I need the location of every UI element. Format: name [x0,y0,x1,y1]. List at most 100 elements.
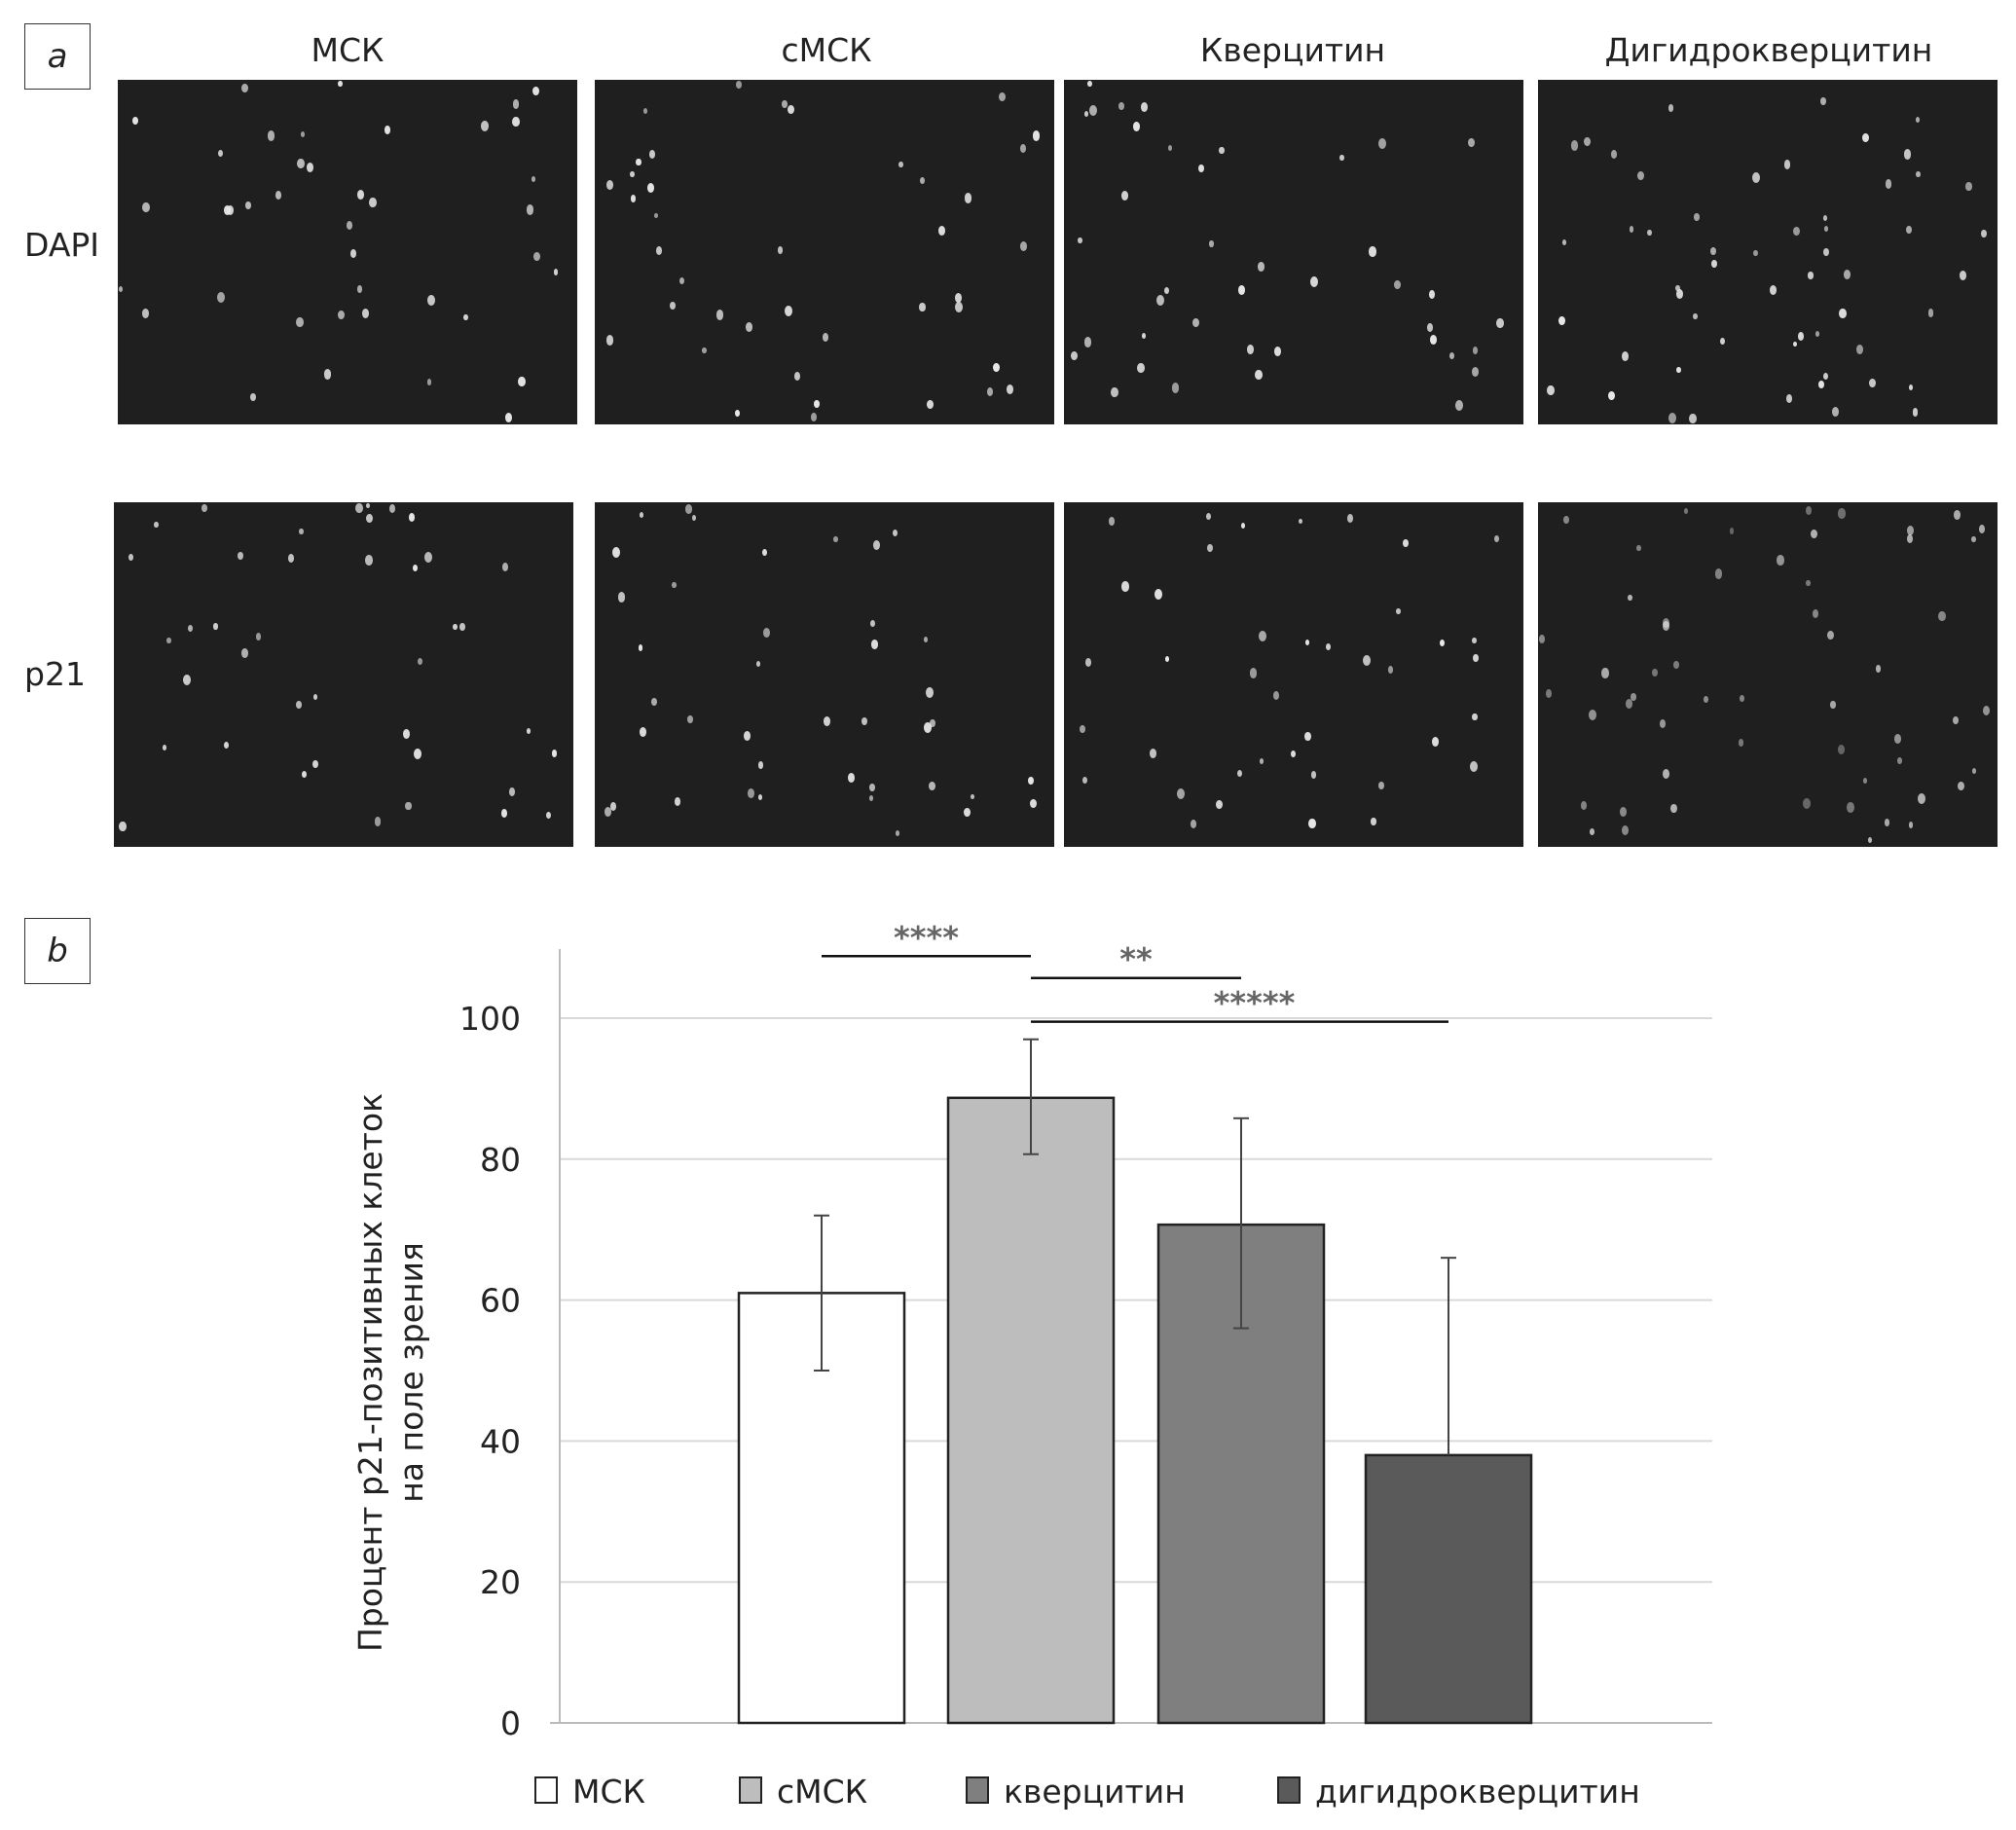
cell-nucleus [255,632,262,640]
cell-nucleus [687,715,693,723]
cell-nucleus [924,637,929,642]
cell-nucleus [928,782,935,791]
cell-nucleus [964,807,971,818]
cell-nucleus [638,644,642,651]
cell-nucleus [1558,315,1565,326]
cell-nucleus [1362,655,1371,667]
cell-nucleus [1839,308,1847,319]
cell-nucleus [405,801,412,811]
legend-label-0: МСК [572,1773,645,1811]
cell-nucleus [1238,285,1246,295]
cell-nucleus [182,675,191,686]
cell-nucleus [1885,819,1890,826]
cell-nucleus [1111,387,1118,398]
cell-nucleus [1822,372,1829,381]
cell-nucleus [553,269,559,276]
cell-nucleus [782,100,788,108]
micrograph-p21-quercetin [1064,502,1523,847]
legend-label-3: дигидрокверцитин [1315,1773,1640,1811]
cell-nucleus [1694,212,1700,221]
cell-nucleus [1561,238,1567,246]
cell-nucleus [1785,393,1793,403]
cell-nucleus [1953,510,1961,520]
cell-nucleus [1326,642,1332,650]
cell-nucleus [684,504,692,514]
cell-nucleus [1291,750,1297,758]
cell-nucleus [1077,237,1082,244]
column-title-quercetin: Кверцитин [1199,31,1386,69]
cell-nucleus [1570,140,1579,152]
cell-nucleus [512,99,520,109]
cell-nucleus [162,745,167,751]
cell-nucleus [1121,190,1129,201]
cell-nucleus [1704,695,1709,703]
cell-nucleus [1875,665,1882,673]
cell-nucleus [630,170,635,178]
column-title-smsc: сМСК [781,31,872,69]
cell-nucleus [1783,160,1791,169]
cell-nucleus [424,551,433,563]
cell-nucleus [1393,279,1401,290]
cell-nucleus [1838,508,1846,519]
cell-nucleus [1668,104,1674,112]
cell-nucleus [1646,229,1652,237]
cell-nucleus [132,116,139,126]
cell-nucleus [427,295,435,307]
cell-nucleus [1958,781,1964,790]
cell-nucleus [1808,272,1814,279]
cell-nucleus [1893,734,1902,745]
cell-nucleus [611,546,620,558]
cell-nucleus [1714,568,1723,579]
cell-nucleus [1663,617,1670,628]
cell-nucleus [937,226,946,237]
cell-nucleus [1637,170,1644,180]
cell-nucleus [1903,149,1912,160]
cell-nucleus [1538,634,1546,643]
cell-nucleus [408,512,416,522]
cell-nucleus [617,592,626,603]
cell-nucleus [1621,351,1629,362]
cell-nucleus [869,784,875,791]
cell-nucleus [1777,555,1784,566]
cell-nucleus [824,716,831,726]
cell-nucleus [1165,656,1170,662]
cell-nucleus [142,201,150,213]
cell-nucleus [1440,640,1446,647]
column-title-msc: МСК [311,31,385,69]
cell-nucleus [1631,693,1636,702]
cell-nucleus [655,246,663,256]
cell-nucleus [1908,821,1914,828]
cell-nucleus [1909,384,1914,391]
cell-nucleus [418,658,423,666]
cell-nucleus [1308,818,1316,828]
cell-nucleus [1803,797,1811,809]
cell-nucleus [453,623,458,630]
cell-nucleus [873,539,881,551]
cell-nucleus [1164,287,1170,295]
cell-nucleus [1079,724,1085,733]
cell-nucleus [755,660,760,667]
cell-nucleus [1916,171,1921,178]
cell-nucleus [998,92,1006,102]
significance-label: **** [894,919,959,956]
cell-nucleus [1738,739,1743,747]
y-axis-label-line: Процент p21-позитивных клеток [351,1093,389,1652]
cell-nucleus [1869,378,1876,387]
cell-nucleus [1493,534,1499,542]
cell-nucleus [1249,668,1258,679]
cell-nucleus [630,194,637,202]
cell-nucleus [669,301,676,311]
cell-nucleus [1371,818,1376,825]
cell-nucleus [245,201,251,210]
cell-nucleus [1403,538,1410,548]
cell-nucleus [1369,246,1376,257]
cell-nucleus [119,821,127,832]
cell-nucleus [1590,828,1595,835]
cell-nucleus [748,788,755,798]
y-tick-label: 40 [480,1422,521,1460]
cell-nucleus [1862,133,1869,143]
cell-nucleus [1610,149,1617,159]
cell-nucleus [1141,101,1149,112]
cell-nucleus [870,619,876,627]
